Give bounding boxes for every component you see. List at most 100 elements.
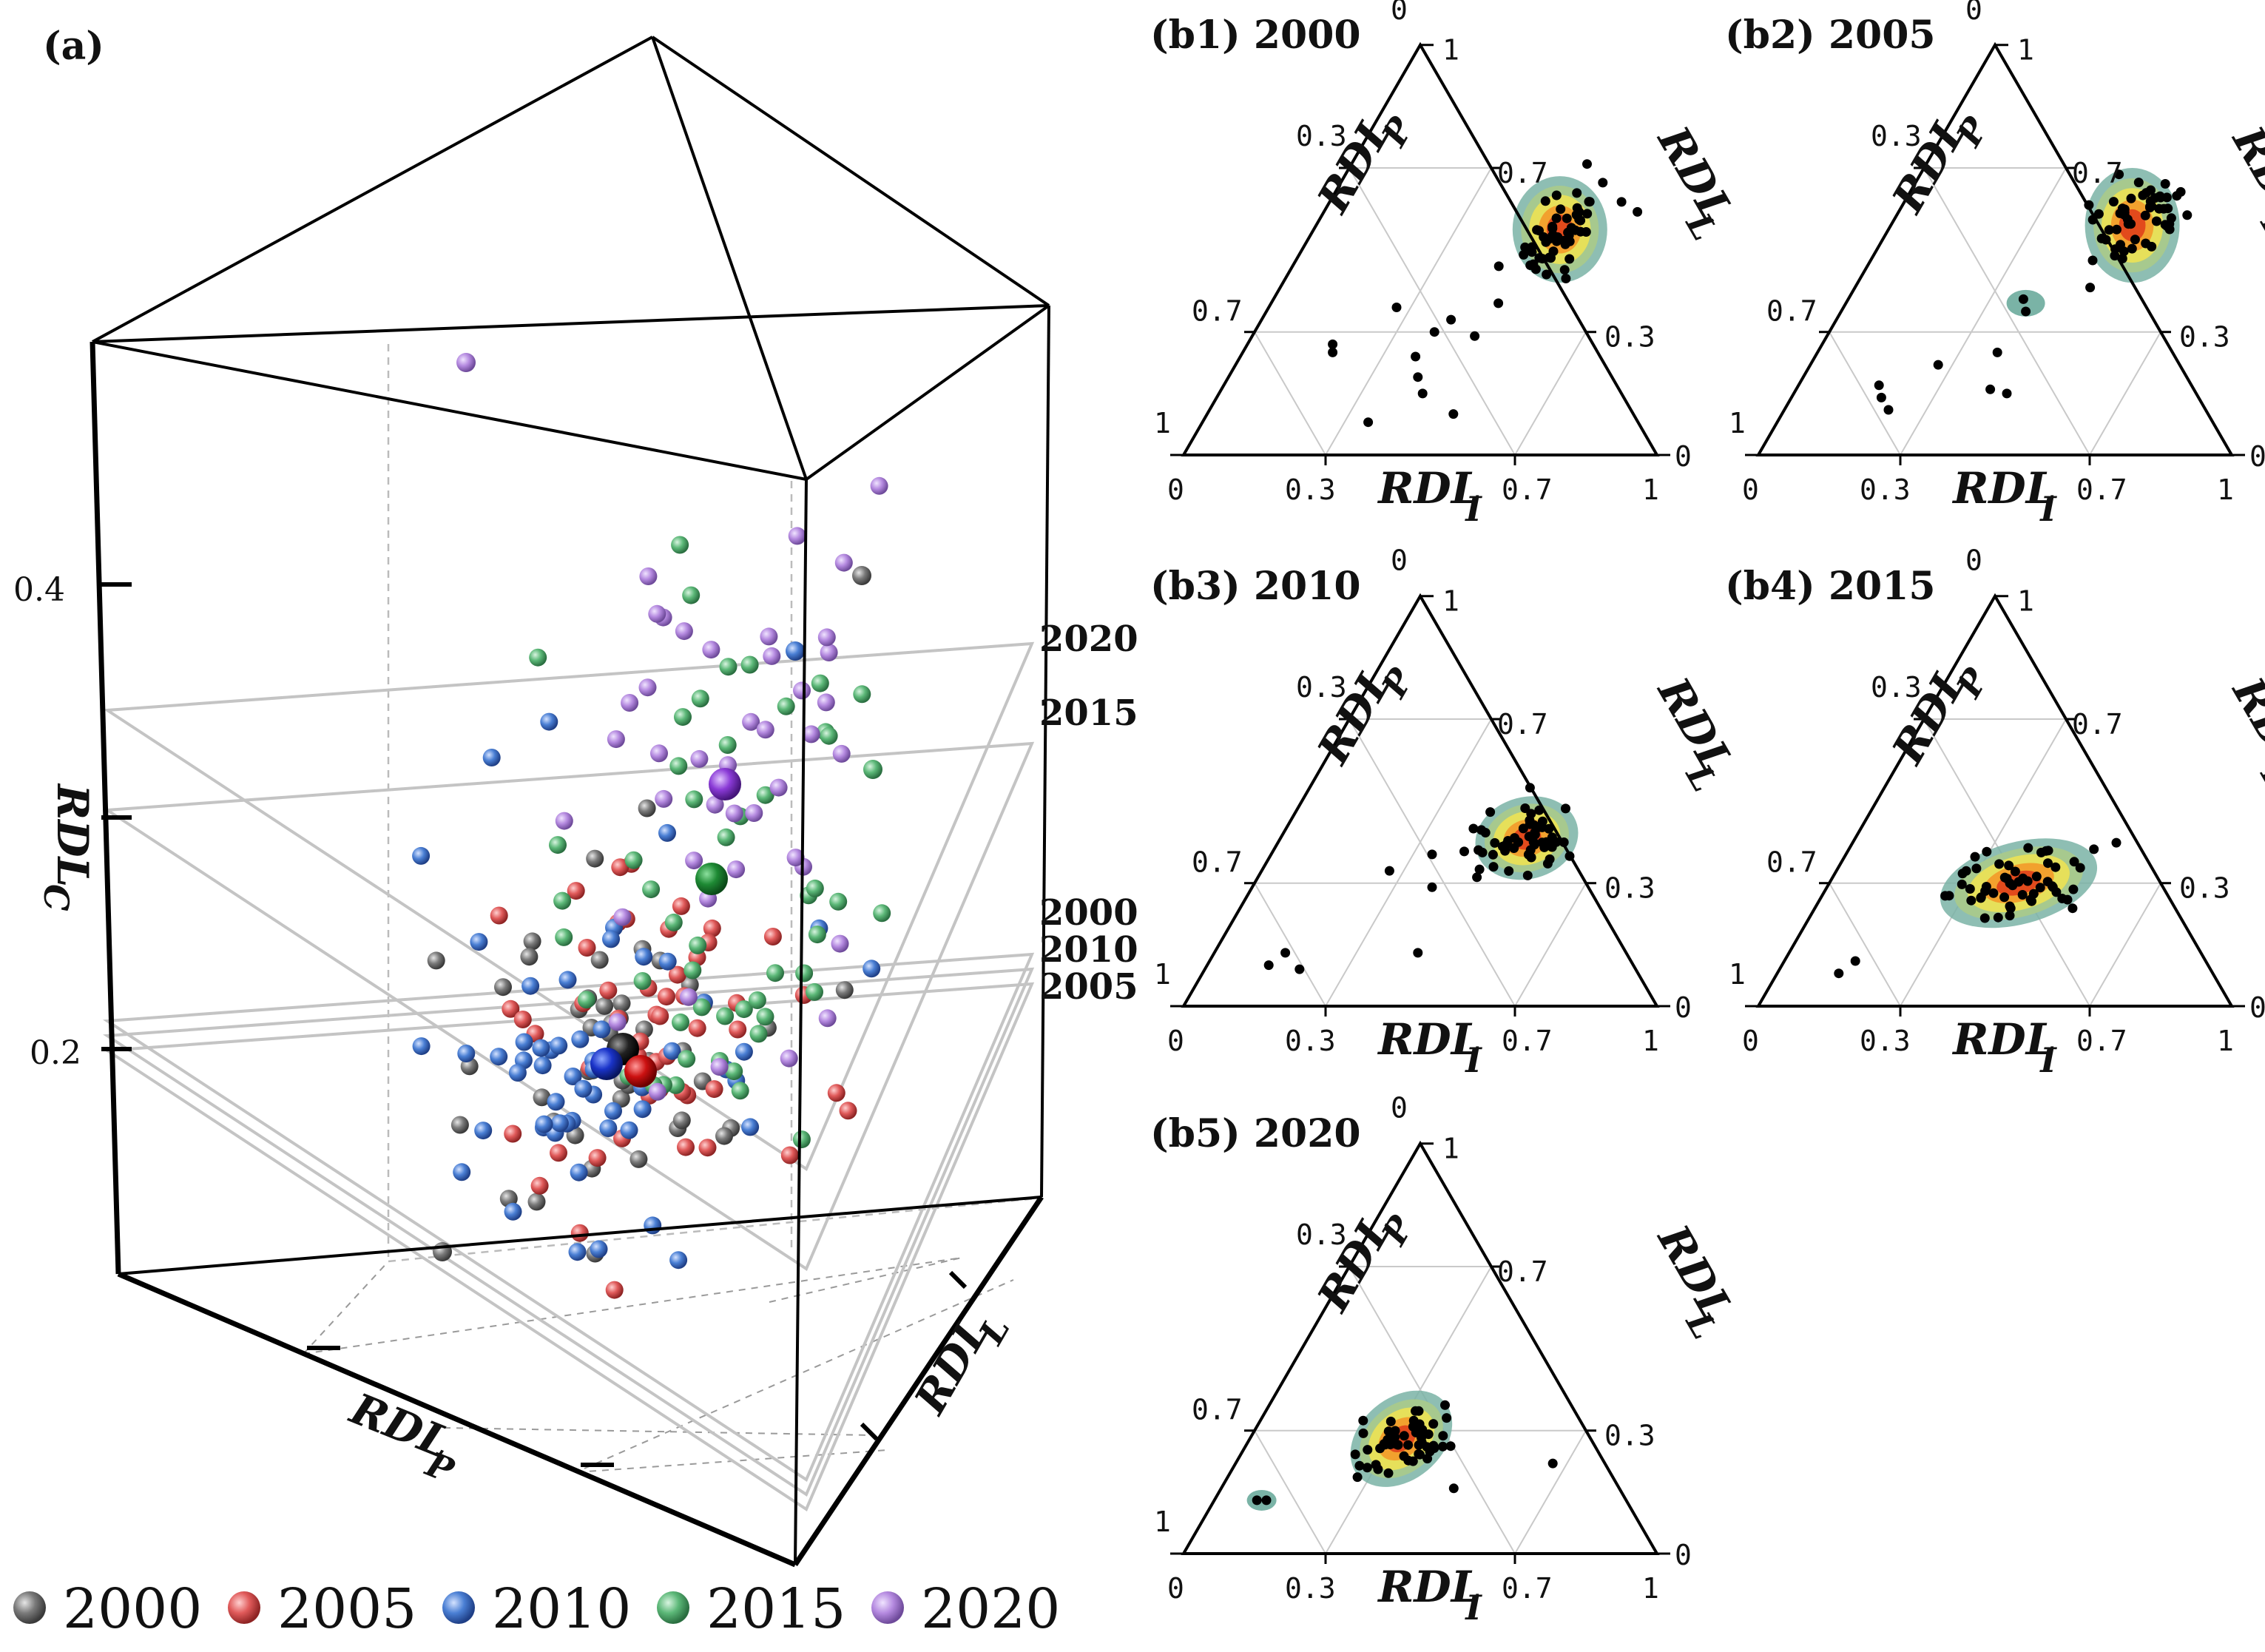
ternary-point [2048, 882, 2058, 892]
point-2010 [741, 1118, 760, 1136]
centroid-2010 [590, 1048, 623, 1080]
point-2010 [564, 1068, 582, 1085]
left-tick-0-7: 0.7 [1192, 1394, 1243, 1426]
ternary-point [1582, 209, 1593, 219]
ternary-point [1446, 314, 1456, 325]
ternary-point [1576, 215, 1586, 226]
ternary-point [1294, 964, 1305, 974]
point-2020 [675, 622, 693, 641]
point-2015 [642, 880, 661, 899]
bottom-tick-1: 1 [1642, 473, 1659, 506]
ternary-point [1957, 869, 1968, 879]
point-2020 [870, 476, 888, 495]
point-2005 [567, 882, 585, 900]
ternary-point [1563, 227, 1573, 237]
legend-marker-2020 [871, 1591, 904, 1624]
ternary-point [1970, 852, 1980, 862]
left-tick-0: 0 [1965, 545, 1982, 577]
ternary-point [1572, 203, 1582, 213]
ternary-point [1383, 1426, 1394, 1437]
panel-b1-grid [1254, 167, 1587, 456]
ternary-point [2160, 179, 2170, 189]
ternary-point [2018, 294, 2028, 304]
z-tick-0-2: 0.2 [30, 1034, 81, 1072]
panel-b2-frame [1755, 41, 2235, 456]
point-2020 [769, 778, 788, 797]
ternary-point [1391, 303, 1402, 312]
ternary-point [1520, 803, 1530, 813]
right-tick-0: 0 [1675, 1539, 1692, 1571]
bottom-tick-0: 0 [1167, 473, 1184, 506]
left-tick-1: 1 [1154, 958, 1171, 991]
point-2015 [806, 982, 823, 1001]
svg-text:RDL: RDL [2222, 668, 2265, 783]
panel-b3-title: (b3) 2010 [1150, 564, 1361, 609]
bottom-tick-0: 0 [1742, 1025, 1759, 1057]
svg-text:RDL: RDL [1647, 668, 1744, 783]
panel-b1-points [1328, 159, 1643, 428]
ternary-point [1411, 351, 1421, 362]
right-tick-0-7: 0.7 [2072, 708, 2123, 741]
ternary-point [2075, 863, 2085, 873]
point-2015 [731, 1082, 749, 1100]
ternary-point [2021, 306, 2031, 317]
ternary-point [1493, 261, 1504, 272]
ternary-point [1561, 803, 1570, 814]
point-2010 [602, 930, 620, 948]
ternary-point [1547, 832, 1557, 843]
point-2020 [834, 553, 853, 572]
point-2005 [611, 858, 629, 877]
point-2000 [427, 951, 445, 970]
bottom-tick-0-3: 0.3 [1860, 473, 1911, 506]
ternary-point [1876, 392, 1886, 402]
point-2010 [735, 1042, 753, 1061]
point-2010 [474, 1122, 493, 1140]
point-2010 [633, 1100, 652, 1119]
point-2015 [682, 586, 701, 604]
legend-item-2015: 2015 [657, 1577, 845, 1641]
ternary-point [2130, 235, 2140, 245]
point-2015 [766, 964, 784, 982]
ternary-point [1383, 1434, 1393, 1445]
point-2020 [655, 789, 673, 808]
left-tick-0: 0 [1391, 545, 1408, 577]
point-2015 [678, 1050, 696, 1068]
ternary-point [1504, 866, 1514, 876]
ternary-point [1490, 837, 1500, 848]
ternary-point [2140, 210, 2150, 220]
point-2015 [529, 648, 547, 667]
ternary-point [1488, 862, 1499, 872]
left-tick-0-3: 0.3 [1296, 671, 1347, 704]
point-2015 [716, 1007, 735, 1025]
bottom-tick-0-7: 0.7 [1502, 473, 1553, 506]
axis-ticks [101, 582, 968, 1467]
ternary-point [1944, 891, 1954, 901]
ternary-point [1468, 823, 1479, 834]
ternary-point [1933, 360, 1943, 370]
point-2020 [702, 641, 720, 659]
ternary-point [2119, 210, 2130, 220]
ternary-point [1562, 213, 1572, 223]
ternary-point [1576, 226, 1586, 237]
point-2020 [817, 628, 836, 647]
point-2010 [482, 749, 501, 766]
point-2000 [586, 849, 604, 868]
ternary-point [1362, 1463, 1372, 1473]
right-tick-0-3: 0.3 [1604, 321, 1655, 354]
panel-b1-title: (b1) 2000 [1150, 13, 1361, 58]
ternary-point [2043, 858, 2053, 869]
legend: 2000 2005 2010 2015 2020 [13, 1577, 1060, 1641]
point-2005 [504, 1125, 522, 1143]
legend-item-2000: 2000 [13, 1577, 202, 1641]
panel-b2-ticks [1745, 44, 2245, 465]
ternary-point [1524, 832, 1534, 842]
ternary-point [1988, 888, 1999, 898]
ternary-point [1545, 854, 1555, 864]
ternary-point [1384, 866, 1394, 876]
point-2020 [690, 749, 709, 768]
box-hidden-edges [387, 344, 1036, 1263]
ternary-point [1525, 260, 1536, 270]
